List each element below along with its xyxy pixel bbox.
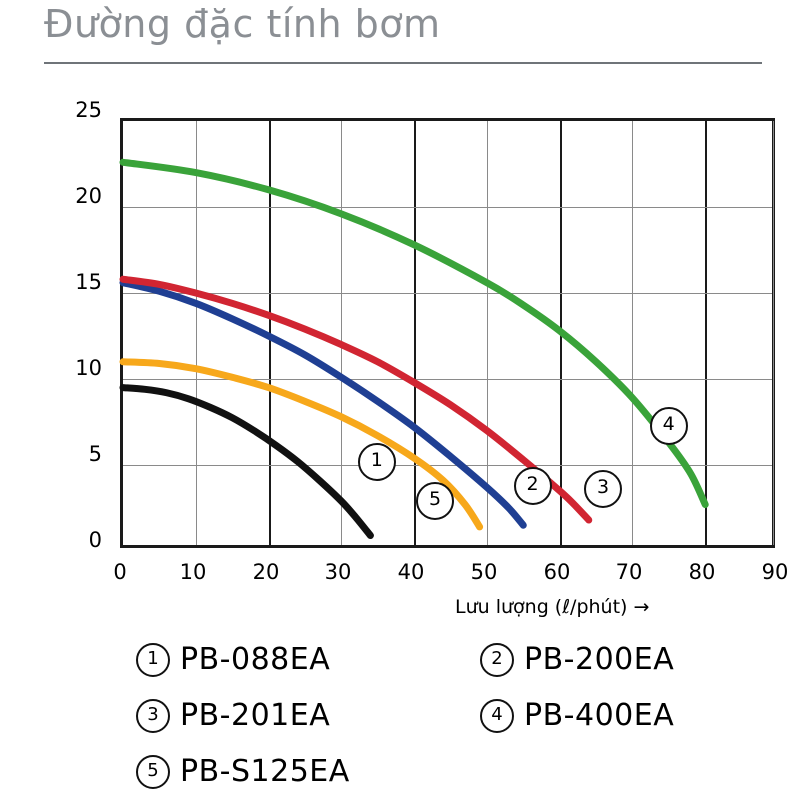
legend-label-5: PB-S125EA xyxy=(180,754,350,789)
gridline-y-20 xyxy=(123,207,772,208)
gridline-x-70 xyxy=(632,121,634,545)
y-tick-10: 10 xyxy=(75,356,102,380)
page-header: Đường đặc tính bơm xyxy=(0,0,800,72)
callout-marker-3: 3 xyxy=(584,470,623,509)
x-tick-40: 40 xyxy=(397,560,425,584)
gridline-x-10 xyxy=(195,121,197,545)
x-tick-20: 20 xyxy=(252,560,280,584)
curve-pb-088ea xyxy=(119,384,374,540)
legend-label-3: PB-201EA xyxy=(180,698,331,733)
x-tick-70: 70 xyxy=(615,560,643,584)
gridline-x-30 xyxy=(341,121,343,545)
legend-item-pb-s125ea: 5 PB-S125EA xyxy=(136,754,350,789)
legend-label-1: PB-088EA xyxy=(180,642,331,677)
legend-marker-3: 3 xyxy=(136,698,170,733)
y-tick-20: 20 xyxy=(75,184,102,208)
page-title: Đường đặc tính bơm xyxy=(44,2,441,46)
title-divider xyxy=(44,62,762,64)
gridline-x-90 xyxy=(773,121,774,545)
gridline-y-15 xyxy=(123,293,772,294)
legend-item-pb-088ea: 1 PB-088EA xyxy=(136,642,330,677)
pump-performance-chart: ↑ Cột áp(m) Lưu lượng (ℓ/phút) → 0 5 10 … xyxy=(0,72,800,632)
x-axis-label: Lưu lượng (ℓ/phút) → xyxy=(455,596,650,618)
y-tick-0: 0 xyxy=(88,528,102,552)
x-tick-50: 50 xyxy=(470,560,498,584)
callout-marker-4: 4 xyxy=(649,406,688,445)
curve-layer xyxy=(119,158,709,540)
gridline-x-50 xyxy=(486,121,488,545)
legend-marker-1: 1 xyxy=(136,642,170,677)
legend-marker-4: 4 xyxy=(480,698,514,733)
x-tick-60: 60 xyxy=(543,560,571,584)
chart-legend: 1 PB-088EA 2 PB-200EA 3 PB-201EA 4 PB-40… xyxy=(0,636,800,800)
legend-item-pb-200ea: 2 PB-200EA xyxy=(480,642,674,677)
legend-item-pb-400ea: 4 PB-400EA xyxy=(480,698,674,733)
x-tick-10: 10 xyxy=(179,560,207,584)
callout-marker-5: 5 xyxy=(416,482,454,521)
x-tick-0: 0 xyxy=(113,560,127,584)
gridline-y-5 xyxy=(123,465,772,466)
y-tick-5: 5 xyxy=(88,442,102,466)
gridline-x-80 xyxy=(705,121,708,545)
x-tick-90: 90 xyxy=(761,560,789,584)
legend-marker-5: 5 xyxy=(136,754,170,789)
legend-label-2: PB-200EA xyxy=(524,642,675,677)
callout-marker-1: 1 xyxy=(357,442,396,481)
legend-marker-2: 2 xyxy=(480,642,514,677)
curve-pb-400ea xyxy=(119,158,709,509)
x-tick-80: 80 xyxy=(688,560,716,584)
plot-area: 1 2 3 4 5 xyxy=(119,118,775,548)
curve-pb-s125ea xyxy=(119,358,484,531)
legend-item-pb-201ea: 3 PB-201EA xyxy=(136,698,330,733)
callout-marker-2: 2 xyxy=(513,466,552,505)
y-tick-25: 25 xyxy=(75,98,102,122)
x-tick-30: 30 xyxy=(324,560,352,584)
legend-label-4: PB-400EA xyxy=(524,698,675,733)
curve-pb-200ea xyxy=(119,279,527,529)
y-tick-15: 15 xyxy=(75,270,102,294)
gridline-x-40 xyxy=(414,121,417,545)
gridline-y-10 xyxy=(123,379,772,380)
